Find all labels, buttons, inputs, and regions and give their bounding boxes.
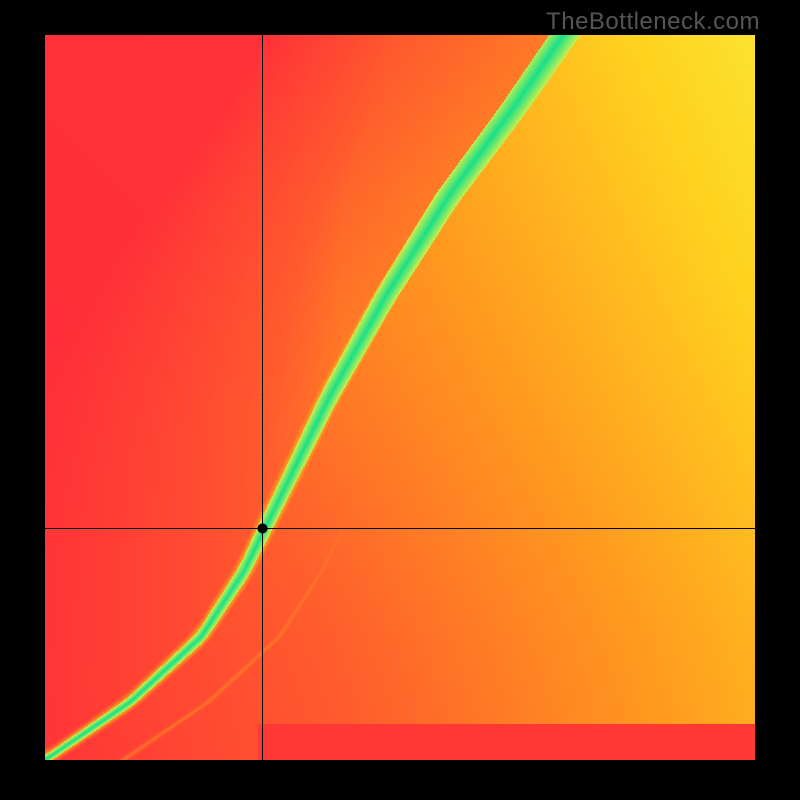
watermark-text: TheBottleneck.com <box>546 8 760 36</box>
heatmap-plot <box>45 35 755 760</box>
chart-container: TheBottleneck.com <box>0 0 800 800</box>
heatmap-canvas <box>45 35 755 760</box>
